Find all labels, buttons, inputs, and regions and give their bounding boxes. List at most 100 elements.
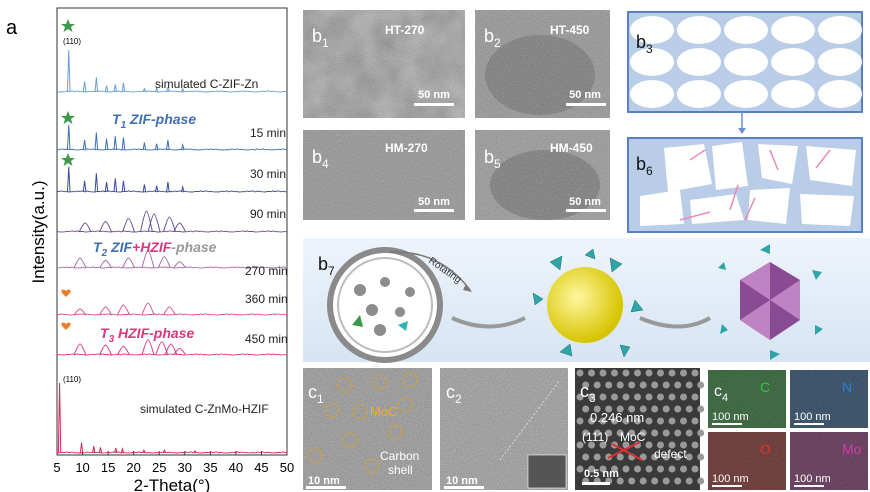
lattice-dot [662,453,670,461]
peak [142,87,147,93]
lattice-dot [645,465,653,473]
schematic-b6: b6 [627,137,863,233]
lattice-dot [582,429,590,437]
lattice-dot [628,477,636,485]
peak [82,180,87,193]
peak [154,143,159,151]
lattice-dot [582,405,590,413]
lattice-dot [662,381,670,389]
lattice-dot [645,441,653,449]
lattice-dot [634,465,641,473]
panel-letter: b [636,32,646,52]
panel-letter: c [580,381,589,401]
element-label: N [842,379,852,395]
lattice-dot [645,369,653,377]
lattice-dot [616,405,624,413]
pore [818,80,862,108]
lattice-dot [657,465,664,473]
lattice-dot [588,369,595,377]
lattice-dot [674,453,682,461]
lattice-dot [651,429,659,437]
lattice-dot [588,417,595,425]
peak [99,259,112,269]
heart-marker [61,322,71,330]
lattice-dot [582,381,590,389]
map-noise [790,370,868,428]
phase-index: 3 [109,334,115,345]
peak [94,77,99,93]
scale-bar [712,423,742,425]
lattice-dot [657,393,664,401]
xrd-chart: 5 10 15 20 25 30 35 40 45 50 simulated C-ZIF-Zn 15 … [53,49,294,475]
lattice-dot [616,453,624,461]
peak [116,304,130,316]
baseline [56,190,288,193]
peak [121,180,126,193]
panel-label: c4 [714,383,728,404]
x-tick-label: 25 [152,460,166,475]
lattice-dot [657,441,664,449]
lattice-dot [611,369,618,377]
lattice-dot [622,369,630,377]
pore [677,80,721,108]
peak [180,87,185,93]
trace-label: 450 min [245,332,288,346]
x-tick-label: 5 [53,460,60,475]
peak [157,256,171,269]
peak [82,81,87,93]
peak [113,136,118,151]
lattice-dot [611,465,618,473]
heart-marker [61,289,71,297]
lattice-dot [697,381,705,389]
peak [142,448,146,454]
peak [141,339,155,356]
panel-letter: b [318,254,328,274]
panel-index: 5 [494,157,501,171]
phase-t: T [112,111,122,127]
pore [771,48,815,76]
lattice-dot [691,417,699,425]
lattice-dot [691,369,699,377]
peak [94,132,99,151]
lattice-dot [674,477,682,485]
panel-label: b6 [636,154,653,178]
lattice-dot [599,465,607,473]
panel-letter: c [308,382,317,402]
lattice-dot [662,405,670,413]
peak [166,139,170,151]
phase-t: T [93,239,103,255]
pore [818,48,862,76]
phase-text: HZIF-phase [114,325,194,341]
peak [141,302,155,316]
marker-label: (110) [63,375,81,384]
pore [818,16,862,44]
trace-label: 30 min [250,167,286,181]
x-tick-label: 45 [254,460,268,475]
lattice-dot [605,405,613,413]
phase-text: ZIF-phase [126,111,196,127]
micrograph-c1: c1 MoC Carbon shell 10 nm [303,368,432,490]
lattice-dot [645,393,653,401]
lattice-dot [628,405,636,413]
lattice-dot [674,405,682,413]
x-tick-label: 50 [280,460,294,475]
panel-label: c1 [308,382,324,406]
x-tick-label: 30 [178,460,192,475]
pore [677,16,721,44]
pore [630,16,674,44]
lattice-dot [611,393,618,401]
lattice-dot [605,381,613,389]
panel-index: 7 [328,264,335,278]
lattice-dot [651,381,659,389]
map-noise [790,432,868,490]
lattice-dot [674,429,682,437]
scale-text: 100 nm [712,411,749,423]
scale-bar [712,485,742,487]
scale-text: 50 nm [569,89,601,101]
lattice-dot [685,381,693,389]
caption: HT-270 [385,23,425,37]
moc-label: MoC [620,430,646,444]
peak [99,220,113,233]
eds-maps: C 100 nm N 100 nm O 100 nm Mo 100 nm c4 [708,370,868,490]
map-noise [708,370,786,428]
